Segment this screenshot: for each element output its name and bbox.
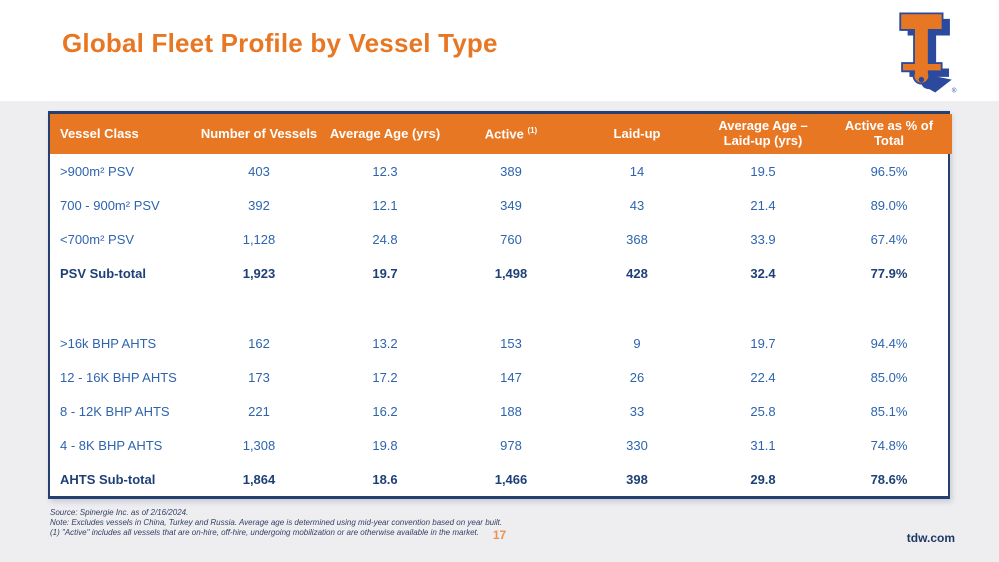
cell-active: 188 xyxy=(500,403,522,419)
ahts-subtotal-row: AHTS Sub-total 1,864 18.6 1,466 398 29.8… xyxy=(50,462,952,496)
cell-vessels: 392 xyxy=(248,197,270,213)
cell-avg-age-laid-up: 31.1 xyxy=(750,437,776,453)
header-number-of-vessels: Number of Vessels xyxy=(196,114,322,154)
cell-active-pct: 67.4% xyxy=(870,231,908,247)
cell-active: 1,498 xyxy=(494,265,528,281)
registered-mark: ® xyxy=(952,86,957,94)
cell-vessels: 1,128 xyxy=(242,231,276,247)
cell-active: 349 xyxy=(500,197,522,213)
cell-laid-up: 43 xyxy=(629,197,645,213)
cell-vessel-class: >900m² PSV xyxy=(60,163,135,179)
cell-avg-age-laid-up: 19.5 xyxy=(750,163,776,179)
cell-vessels: 1,308 xyxy=(242,437,276,453)
table-row: 8 - 12K BHP AHTS 221 16.2 188 33 25.8 85… xyxy=(50,394,952,428)
cell-laid-up: 428 xyxy=(626,265,648,281)
cell-active-pct: 78.6% xyxy=(870,471,908,487)
cell-vessels: 403 xyxy=(248,163,270,179)
cell-vessel-class: 8 - 12K BHP AHTS xyxy=(60,403,170,419)
header-active-pct: Active as % of Total xyxy=(826,114,952,154)
tidewater-logo: ® xyxy=(892,6,960,98)
header-average-age-laid-up: Average Age – Laid-up (yrs) xyxy=(700,114,826,154)
cell-avg-age-laid-up: 25.8 xyxy=(750,403,776,419)
cell-active: 760 xyxy=(500,231,522,247)
cell-avg-age: 19.7 xyxy=(372,265,398,281)
header-vessel-class: Vessel Class xyxy=(50,114,196,154)
footnote-note: Note: Excludes vessels in China, Turkey … xyxy=(50,518,503,527)
cell-avg-age: 12.1 xyxy=(372,197,398,213)
table-row: 12 - 16K BHP AHTS 173 17.2 147 26 22.4 8… xyxy=(50,360,952,394)
header-active: Active (1) xyxy=(448,114,574,154)
cell-active-pct: 89.0% xyxy=(870,197,908,213)
cell-avg-age-laid-up: 21.4 xyxy=(750,197,776,213)
website-link[interactable]: tdw.com xyxy=(906,531,955,545)
cell-active: 153 xyxy=(500,335,522,351)
tidewater-anchor-icon: ® xyxy=(899,12,957,94)
page-title: Global Fleet Profile by Vessel Type xyxy=(62,28,498,58)
cell-laid-up: 14 xyxy=(629,163,645,179)
cell-active-pct: 85.1% xyxy=(870,403,908,419)
cell-vessels: 173 xyxy=(248,369,270,385)
footnotes: Source: Spinergie Inc. as of 2/16/2024. … xyxy=(50,508,690,538)
cell-vessels: 1,923 xyxy=(242,265,276,281)
cell-active-pct: 96.5% xyxy=(870,163,908,179)
active-footnote-marker: (1) xyxy=(527,125,538,135)
table-row: <700m² PSV 1,128 24.8 760 368 33.9 67.4% xyxy=(50,222,952,256)
cell-avg-age: 24.8 xyxy=(372,231,398,247)
footnote-active-definition: (1) "Active" includes all vessels that a… xyxy=(50,528,479,537)
cell-laid-up: 33 xyxy=(629,403,645,419)
cell-laid-up: 398 xyxy=(626,471,648,487)
cell-vessels: 221 xyxy=(248,403,270,419)
cell-avg-age: 17.2 xyxy=(372,369,398,385)
cell-vessel-class: <700m² PSV xyxy=(60,231,135,247)
footnote-source: Source: Spinergie Inc. as of 2/16/2024. xyxy=(50,508,189,517)
cell-avg-age: 13.2 xyxy=(372,335,398,351)
cell-active-pct: 85.0% xyxy=(870,369,908,385)
section-spacer-row xyxy=(50,290,952,326)
table-row: 4 - 8K BHP AHTS 1,308 19.8 978 330 31.1 … xyxy=(50,428,952,462)
cell-laid-up: 330 xyxy=(626,437,648,453)
cell-vessel-class: AHTS Sub-total xyxy=(60,471,156,487)
cell-avg-age: 18.6 xyxy=(372,471,398,487)
cell-avg-age-laid-up: 33.9 xyxy=(750,231,776,247)
fleet-profile-table: Vessel Class Number of Vessels Average A… xyxy=(48,111,952,499)
cell-active: 389 xyxy=(500,163,522,179)
cell-avg-age: 16.2 xyxy=(372,403,398,419)
cell-vessel-class: PSV Sub-total xyxy=(60,265,146,281)
cell-active: 978 xyxy=(500,437,522,453)
header-laid-up: Laid-up xyxy=(574,114,700,154)
cell-avg-age: 12.3 xyxy=(372,163,398,179)
cell-vessels: 1,864 xyxy=(242,471,276,487)
table-row: >900m² PSV 403 12.3 389 14 19.5 96.5% xyxy=(50,154,952,188)
cell-vessel-class: 12 - 16K BHP AHTS xyxy=(60,369,177,385)
cell-laid-up: 368 xyxy=(626,231,648,247)
cell-laid-up: 9 xyxy=(633,335,641,351)
cell-laid-up: 26 xyxy=(629,369,645,385)
psv-subtotal-row: PSV Sub-total 1,923 19.7 1,498 428 32.4 … xyxy=(50,256,952,290)
cell-avg-age-laid-up: 29.8 xyxy=(750,471,776,487)
cell-avg-age-laid-up: 22.4 xyxy=(750,369,776,385)
cell-vessel-class: >16k BHP AHTS xyxy=(60,335,157,351)
page-number: 17 xyxy=(492,528,507,542)
cell-active-pct: 77.9% xyxy=(870,265,908,281)
cell-active: 147 xyxy=(500,369,522,385)
cell-active-pct: 94.4% xyxy=(870,335,908,351)
cell-active: 1,466 xyxy=(494,471,528,487)
table-row: >16k BHP AHTS 162 13.2 153 9 19.7 94.4% xyxy=(50,326,952,360)
cell-avg-age: 19.8 xyxy=(372,437,398,453)
cell-avg-age-laid-up: 32.4 xyxy=(750,265,776,281)
cell-active-pct: 74.8% xyxy=(870,437,908,453)
cell-vessel-class: 4 - 8K BHP AHTS xyxy=(60,437,163,453)
table-header-row: Vessel Class Number of Vessels Average A… xyxy=(50,114,952,154)
header-average-age: Average Age (yrs) xyxy=(322,114,448,154)
cell-vessel-class: 700 - 900m² PSV xyxy=(60,197,160,213)
cell-vessels: 162 xyxy=(248,335,270,351)
cell-avg-age-laid-up: 19.7 xyxy=(750,335,776,351)
table-row: 700 - 900m² PSV 392 12.1 349 43 21.4 89.… xyxy=(50,188,952,222)
